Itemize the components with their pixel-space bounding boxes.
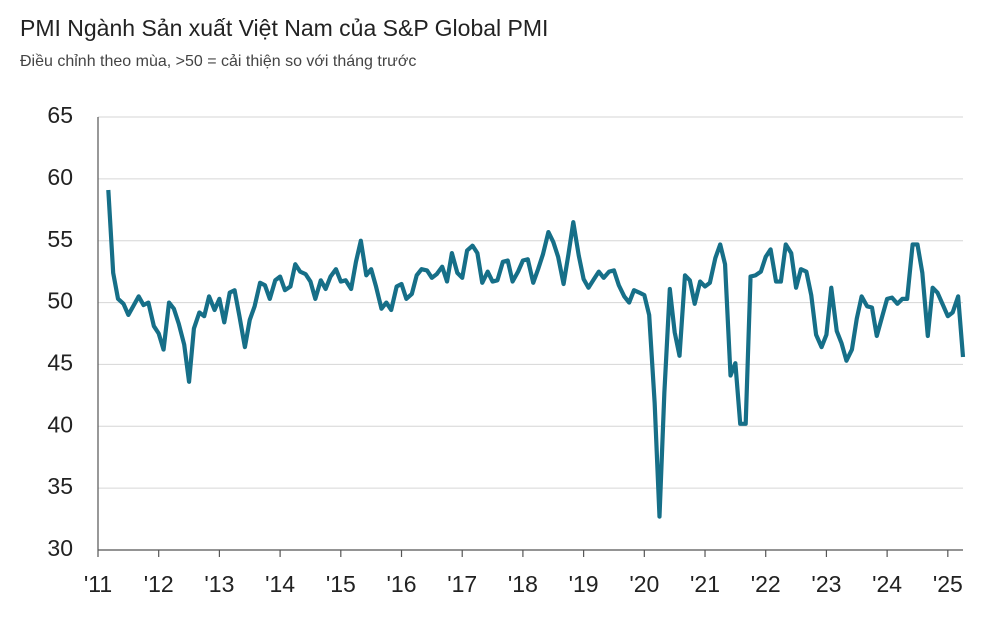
x-tick-label: '16 bbox=[387, 571, 417, 597]
y-tick-label: 40 bbox=[47, 411, 73, 437]
y-tick-label: 45 bbox=[47, 350, 73, 376]
x-tick-label: '15 bbox=[326, 571, 356, 597]
x-tick-label: '18 bbox=[508, 571, 538, 597]
x-tick-label: '24 bbox=[872, 571, 902, 597]
x-tick-label: '22 bbox=[751, 571, 781, 597]
line-series bbox=[106, 189, 966, 519]
x-tick-label: '12 bbox=[144, 571, 174, 597]
x-tick-label: '23 bbox=[811, 571, 841, 597]
x-tick-label: '25 bbox=[933, 571, 963, 597]
y-tick-label: 30 bbox=[47, 535, 73, 561]
x-tick-label: '14 bbox=[265, 571, 295, 597]
x-tick-label: '11 bbox=[84, 571, 112, 597]
x-tick-label: '17 bbox=[447, 571, 477, 597]
x-tick-label: '13 bbox=[204, 571, 234, 597]
chart-subtitle: Điều chỉnh theo mùa, >50 = cải thiện so … bbox=[20, 53, 416, 70]
y-tick-label: 35 bbox=[47, 473, 73, 499]
x-tick-label: '20 bbox=[629, 571, 659, 597]
y-tick-label: 60 bbox=[47, 164, 73, 190]
x-tick-label: '19 bbox=[569, 571, 599, 597]
y-tick-label: 55 bbox=[47, 226, 73, 252]
x-tick-label: '21 bbox=[690, 571, 720, 597]
chart-title: PMI Ngành Sản xuất Việt Nam của S&P Glob… bbox=[20, 15, 548, 41]
y-tick-label: 65 bbox=[47, 102, 73, 128]
y-tick-label: 50 bbox=[47, 288, 73, 314]
